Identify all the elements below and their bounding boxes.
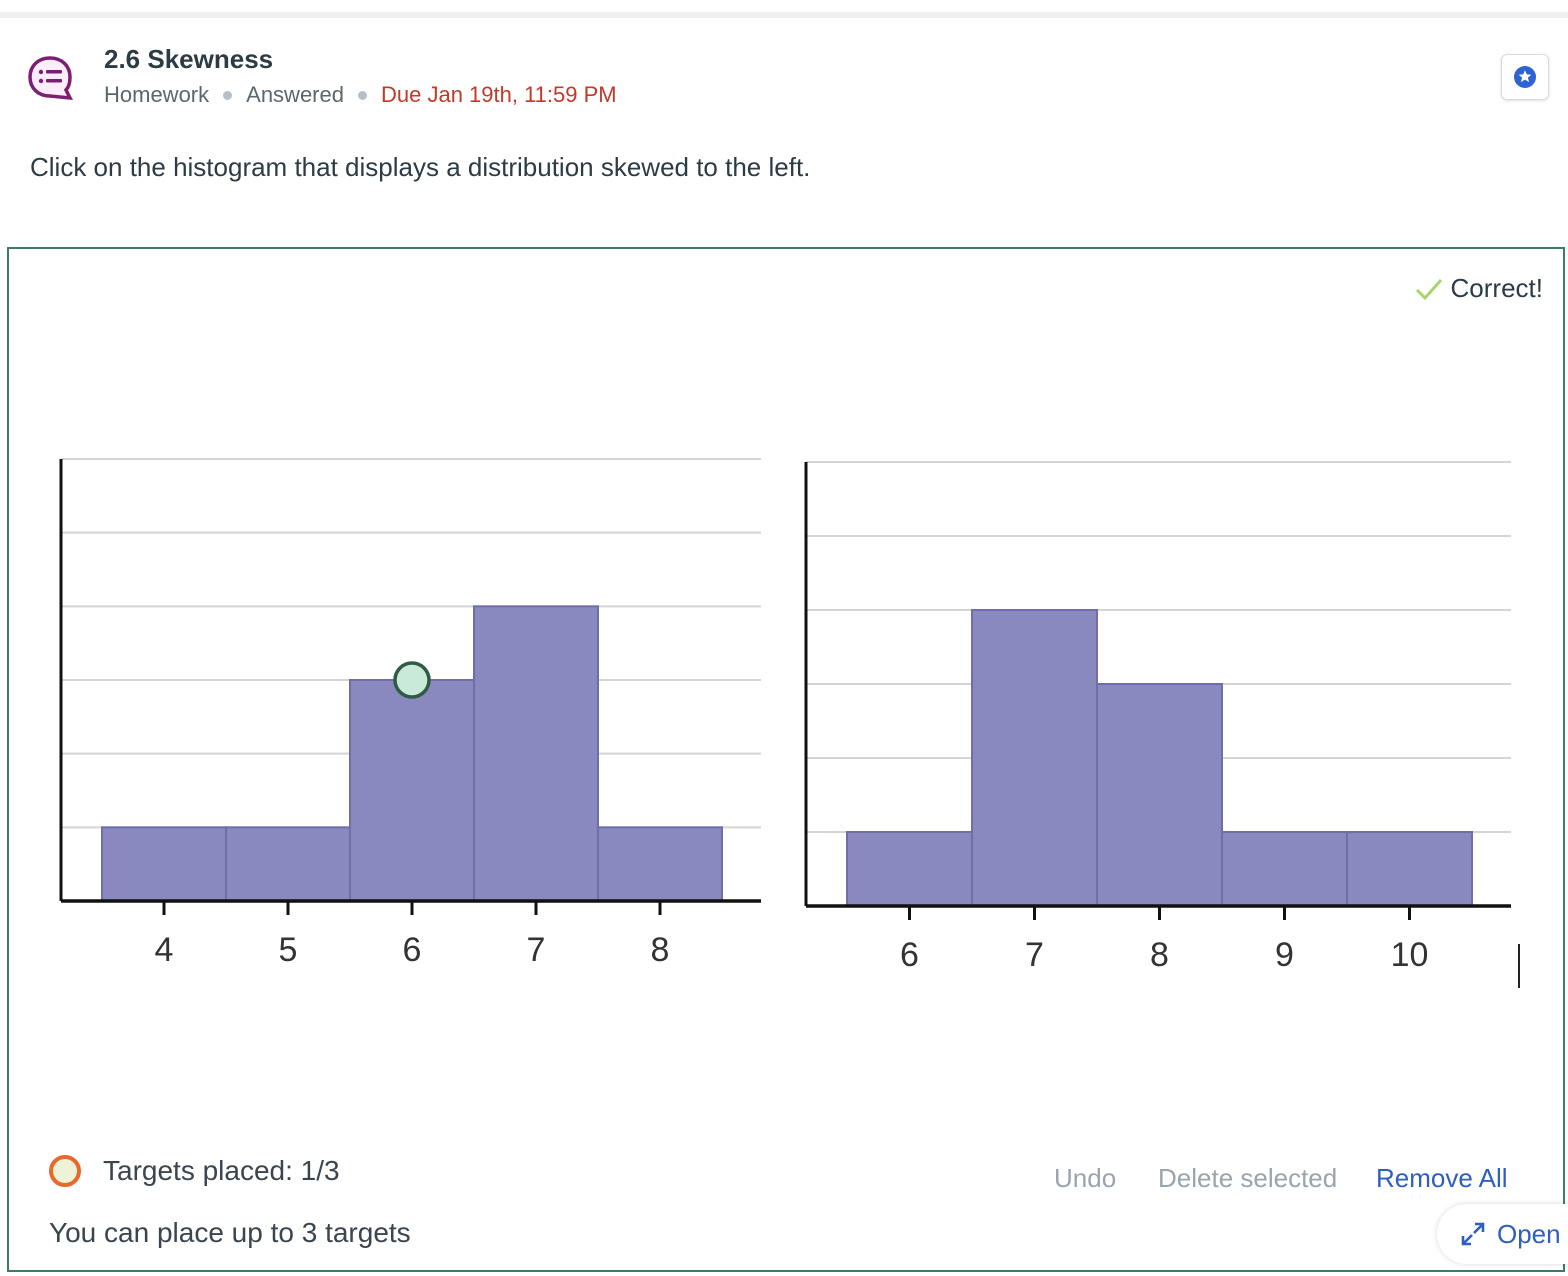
x-tick-label: 6 bbox=[900, 936, 919, 974]
star-icon bbox=[1514, 66, 1536, 88]
x-tick-label: 7 bbox=[527, 931, 546, 969]
histogram-bar bbox=[225, 826, 351, 902]
assignment-type: Homework bbox=[104, 82, 210, 107]
histogram-canvas[interactable]: 4 5 6 7 8 6 7 8 9 10 bbox=[9, 249, 1563, 1270]
separator-dot bbox=[357, 90, 367, 100]
due-date: Due Jan 19th, 11:59 PM bbox=[380, 82, 617, 107]
remove-all-button[interactable]: Remove All bbox=[1376, 1163, 1508, 1193]
result-label: Correct! bbox=[1450, 273, 1543, 303]
assignment-status: Answered bbox=[246, 82, 344, 107]
assignment-title: 2.6 Skewness bbox=[104, 44, 274, 74]
histogram-bar bbox=[1346, 831, 1473, 907]
discussion-list-icon bbox=[26, 54, 74, 102]
top-divider bbox=[0, 12, 1568, 18]
histogram-bar bbox=[101, 826, 227, 902]
hotspot-question-panel: Correct! 4 5 6 7 8 6 7 8 9 10 Targets placed: 1/3… bbox=[7, 247, 1568, 1272]
x-tick-label: 9 bbox=[1275, 936, 1294, 974]
x-tick-label: 8 bbox=[1150, 936, 1169, 974]
result-indicator: Correct! bbox=[1415, 273, 1543, 304]
delete-selected-button[interactable]: Delete selected bbox=[1158, 1163, 1338, 1193]
histogram-bar bbox=[971, 609, 1098, 907]
undo-button[interactable]: Undo bbox=[1054, 1163, 1117, 1193]
question-prompt: Click on the histogram that displays a d… bbox=[30, 152, 811, 182]
targets-hint: You can place up to 3 targets bbox=[49, 1217, 411, 1248]
placed-target[interactable] bbox=[393, 661, 431, 699]
histogram-bar bbox=[846, 831, 973, 907]
target-marker-icon bbox=[49, 1155, 81, 1187]
x-tick-label: 5 bbox=[279, 931, 298, 969]
x-tick-label: 10 bbox=[1391, 936, 1429, 974]
x-tick-label: 6 bbox=[403, 931, 422, 969]
expand-icon bbox=[1461, 1222, 1485, 1246]
targets-status: Targets placed: 1/3 bbox=[49, 1155, 340, 1187]
histogram-bar bbox=[1221, 831, 1348, 907]
histogram-bar bbox=[1096, 683, 1223, 907]
assignment-meta: Homework Answered Due Jan 19th, 11:59 PM bbox=[104, 82, 617, 108]
text-cursor bbox=[1518, 944, 1520, 988]
assignment-header: 2.6 Skewness Homework Answered Due Jan 1… bbox=[0, 30, 1568, 120]
x-tick-label: 8 bbox=[651, 931, 670, 969]
targets-count: Targets placed: 1/3 bbox=[103, 1155, 340, 1186]
histogram-bar bbox=[597, 826, 723, 902]
x-tick-label: 4 bbox=[155, 931, 174, 969]
histogram-bar bbox=[473, 605, 599, 902]
favorite-button[interactable] bbox=[1501, 54, 1549, 100]
histogram-bar bbox=[349, 679, 475, 902]
check-icon bbox=[1415, 278, 1442, 300]
open-label: Open bbox=[1497, 1218, 1561, 1249]
separator-dot bbox=[223, 90, 233, 100]
open-button[interactable]: Open bbox=[1437, 1204, 1568, 1264]
x-tick-label: 7 bbox=[1025, 936, 1044, 974]
